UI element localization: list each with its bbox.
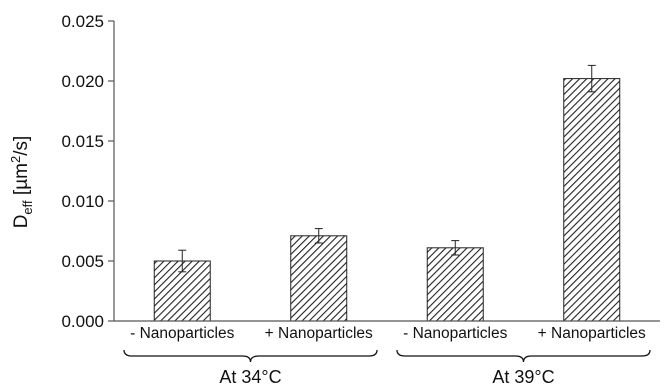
axes [113, 21, 660, 322]
y-tick-label: 0.005 [61, 252, 104, 271]
category-label: - Nanoparticles [130, 325, 234, 342]
error-bars [178, 64, 596, 273]
y-axis-label-unit-end: /s] [11, 136, 32, 156]
y-tick-label: 0.020 [61, 72, 104, 91]
category-label: + Nanoparticles [265, 325, 373, 342]
y-axis-label-subscript: eff [20, 200, 35, 215]
y-axis-label-superscript: 2 [8, 156, 23, 163]
error-bar [451, 240, 460, 256]
error-bar [178, 249, 187, 273]
y-tick-label: 0.015 [61, 132, 104, 151]
bar [426, 247, 484, 322]
bar [563, 78, 621, 322]
group-label: At 39°C [492, 367, 554, 387]
y-tick-label: 0.010 [61, 192, 104, 211]
bars [153, 78, 621, 322]
group-brace [396, 349, 651, 363]
y-axis-label: Deff [µm2/s] [8, 136, 35, 229]
error-bar [587, 64, 596, 93]
y-tick-label: 0.000 [61, 312, 104, 331]
y-axis-ticks: 0.000 0.005 0.010 0.015 0.020 0.025 [61, 12, 114, 331]
y-axis-label-unit: [µm [11, 163, 32, 200]
category-label: + Nanoparticles [538, 325, 646, 342]
bar [290, 235, 348, 322]
group-labels: At 34°C At 39°C [123, 349, 651, 387]
group-brace [123, 349, 378, 363]
group-label: At 34°C [219, 367, 281, 387]
category-labels: - Nanoparticles + Nanoparticles - Nanopart… [130, 325, 646, 342]
y-tick-label: 0.025 [61, 12, 104, 31]
category-label: - Nanoparticles [403, 325, 507, 342]
error-bar [314, 228, 323, 244]
